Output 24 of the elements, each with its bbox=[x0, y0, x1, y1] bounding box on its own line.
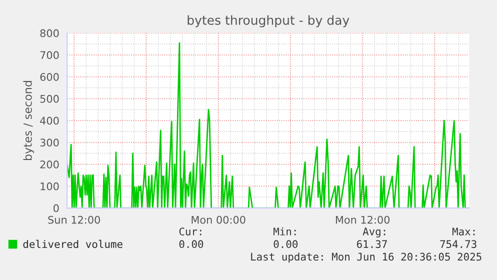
y-tick-label: 200 bbox=[40, 160, 59, 168]
y-tick-label: 600 bbox=[40, 73, 59, 81]
text: Cur: bbox=[179, 228, 202, 236]
y-tick-label: 100 bbox=[40, 182, 59, 190]
text: Min: bbox=[274, 227, 296, 236]
text: Last update: Mon Jun 16 20:36:05 2025 bbox=[251, 252, 482, 263]
text: 0.00 bbox=[179, 240, 204, 248]
x-tick-label: Mon 12:00 bbox=[336, 216, 390, 224]
text: 0.00 bbox=[274, 240, 298, 248]
y-tick-label: 700 bbox=[40, 51, 59, 60]
text: 61.37 bbox=[356, 240, 387, 248]
y-tick-label: 800 bbox=[40, 29, 59, 38]
y-tick-label: 300 bbox=[40, 138, 59, 147]
chart-title: bytes throughput - by day bbox=[188, 15, 350, 28]
y-tick-label: 400 bbox=[40, 116, 59, 125]
y-axis-title: bytes / second bbox=[23, 81, 34, 160]
y-tick-label: 500 bbox=[40, 94, 59, 103]
text: Avg: bbox=[362, 228, 386, 238]
x-tick-label: Sun 12:00 bbox=[48, 216, 100, 224]
text: 754.73 bbox=[440, 240, 476, 248]
y-tick-label: 0 bbox=[54, 204, 59, 212]
legend-label: delivered volume bbox=[23, 240, 122, 248]
text: Max: bbox=[452, 228, 475, 236]
x-tick-label: Mon 00:00 bbox=[192, 216, 246, 224]
